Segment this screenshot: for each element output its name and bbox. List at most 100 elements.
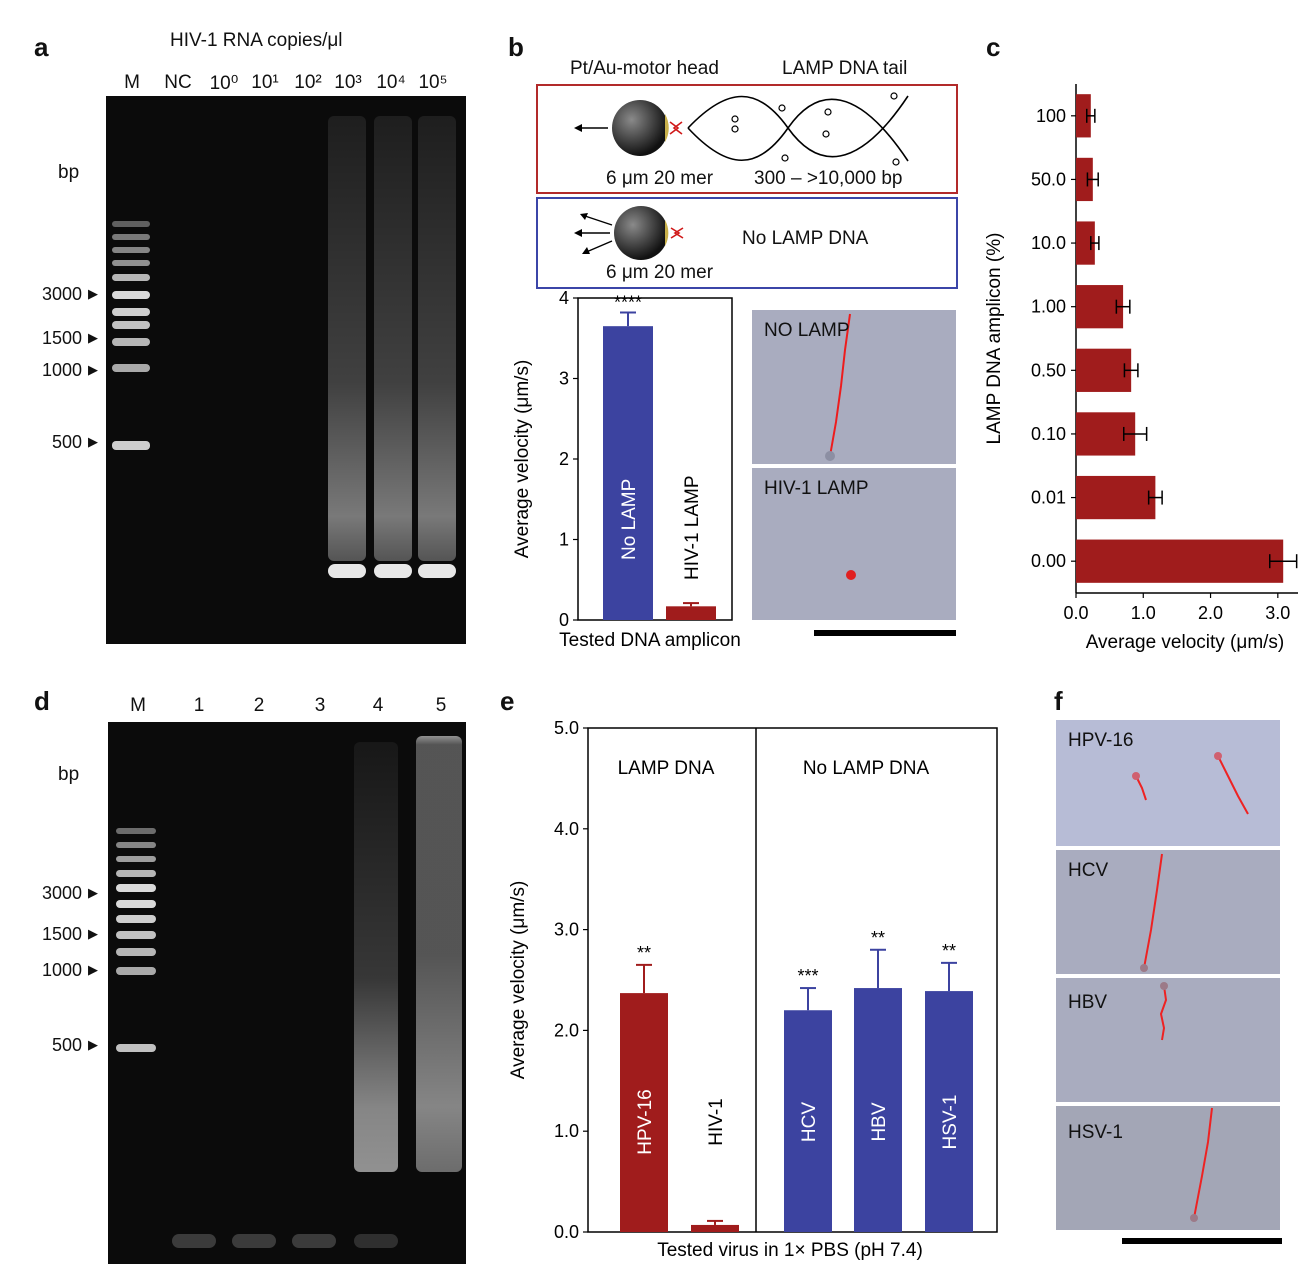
bar-hpv-16 [620, 993, 668, 1232]
y-axis-label: Average velocity (μm/s) [512, 360, 533, 559]
y-tick-label: 3.0 [554, 920, 579, 940]
ladder-band [116, 856, 156, 862]
bar-50.0 [1076, 157, 1093, 202]
y-tick-label: 10.0 [1031, 233, 1066, 253]
bar-no-lamp [603, 326, 653, 620]
gel-d-marker-label: 1000 [41, 960, 82, 980]
gel-a-marker-label: 3000 [41, 284, 82, 304]
no-lamp-dna-label: No LAMP DNA [742, 228, 869, 249]
y-tick-label: 2 [559, 449, 569, 469]
lamp-smear-lane-8 [418, 116, 456, 561]
ladder-band [116, 900, 156, 908]
marker-arrow-icon: ▶ [88, 330, 98, 345]
bar-0.00 [1076, 539, 1284, 583]
gel-d-marker-label: 1500 [41, 924, 82, 944]
ladder-band [116, 1044, 156, 1052]
micrograph-hsv1-label: HSV-1 [1068, 1122, 1123, 1143]
bar-100 [1076, 94, 1091, 138]
significance-marker: *** [797, 966, 818, 986]
ladder-band [116, 931, 156, 939]
lamp-motor-drawing [574, 92, 909, 166]
bar-10.0 [1076, 221, 1095, 265]
marker-arrow-icon: ▶ [88, 1037, 98, 1052]
y-tick-label: 100 [1036, 106, 1066, 126]
significance-marker: ** [871, 928, 885, 948]
ladder-band [116, 884, 156, 892]
bar-hcv [784, 1010, 832, 1232]
lamp-primer-band [374, 564, 412, 578]
motor-size-label-1: 6 μm 20 mer [606, 168, 714, 189]
ladder-band [112, 441, 150, 450]
x-axis-label: Tested DNA amplicon [559, 630, 741, 651]
ladder-band [112, 338, 150, 346]
hiv-lamp-dot [846, 570, 856, 580]
lamp-primer-band [418, 564, 456, 578]
hcv-trajectory [1140, 853, 1163, 972]
marker-arrow-icon: ▶ [88, 286, 98, 301]
primer-dimer-band [172, 1234, 216, 1248]
micrograph-hcv [1056, 850, 1280, 974]
ladder-band [112, 274, 150, 281]
panel-a-gel [106, 96, 466, 644]
gel-a-marker-label: 1000 [41, 360, 82, 380]
lamp-smear-lane-5 [416, 736, 462, 1172]
bar-label: HBV [869, 1102, 890, 1141]
y-tick-label: 0.10 [1031, 424, 1066, 444]
gel-a-marker-label: 1500 [41, 328, 82, 348]
primer-dimer-band [292, 1234, 336, 1248]
gel-a-lane-label: NC [164, 72, 192, 93]
gel-d-lane-label: 5 [435, 695, 447, 716]
motor-size-label-2: 6 μm 20 mer [606, 262, 714, 283]
bar-label: HIV-1 [706, 1098, 727, 1146]
plot-frame [577, 297, 733, 621]
ladder-band [112, 247, 150, 253]
panel-f-scale-bar [1122, 1238, 1282, 1244]
micrograph-hpv16-label: HPV-16 [1068, 730, 1134, 751]
micrograph-hbv [1056, 978, 1280, 1102]
group-label-no-lamp: No LAMP DNA [803, 758, 930, 779]
ladder-band [116, 967, 156, 975]
schematic-lamp-box [536, 84, 958, 194]
ladder-band [116, 870, 156, 877]
y-tick-label: 2.0 [554, 1020, 579, 1040]
y-tick-label: 5.0 [554, 718, 579, 738]
micrograph-hpv16 [1056, 720, 1280, 846]
ladder-band [116, 915, 156, 923]
lamp-smear-lane-6 [328, 116, 366, 561]
y-tick-label: 1.00 [1031, 297, 1066, 317]
panel-d-gel [108, 722, 466, 1264]
y-tick-label: 0.01 [1031, 488, 1066, 508]
y-axis-label: LAMP DNA amplicon (%) [984, 233, 1005, 445]
bar-0.50 [1076, 348, 1132, 392]
panel-d-label: d [34, 686, 50, 716]
bar-1.00 [1076, 285, 1124, 329]
y-tick-label: 4 [559, 290, 569, 308]
marker-arrow-icon: ▶ [88, 926, 98, 941]
y-tick-label: 1 [559, 530, 569, 550]
bar-hiv-1 [691, 1224, 739, 1232]
gel-d-lane-label: 1 [193, 695, 205, 716]
panel-e-label: e [500, 686, 515, 716]
gel-d-marker-label: 500 [51, 1035, 82, 1055]
y-tick-label: 3 [559, 369, 569, 389]
ladder-band [112, 221, 150, 227]
amplicon-length-label: 300 – >10,000 bp [754, 168, 903, 189]
significance-marker: **** [614, 292, 642, 312]
bar-0.01 [1076, 475, 1156, 520]
panel-d-bp-unit: bp [58, 764, 80, 785]
primer-dimer-band [232, 1234, 276, 1248]
panel-b-bar-chart: 0 1 2 3 4 **** No LAMP HIV-1 LAMP Average veloci… [512, 290, 741, 651]
ladder-band [112, 321, 150, 329]
panel-e-bar-chart: LAMP DNA No LAMP DNA 0.0 1.0 2.0 3.0 4.0 5.0 ** H… [508, 718, 998, 1261]
gel-a-lane-label: 10³ [334, 72, 362, 93]
ladder-band [116, 842, 156, 848]
gel-a-lane-label: 10² [294, 72, 322, 93]
gel-a-lane-label: M [124, 72, 140, 93]
no-lamp-trajectory [825, 313, 851, 461]
significance-marker: ** [637, 943, 651, 963]
significance-marker: ** [942, 941, 956, 961]
x-tick-label: 3.0 [1265, 603, 1290, 623]
gel-d-lane-label: M [130, 695, 146, 716]
x-axis-label: Average velocity (μm/s) [1086, 632, 1285, 653]
y-tick-label: 0.0 [554, 1222, 579, 1242]
